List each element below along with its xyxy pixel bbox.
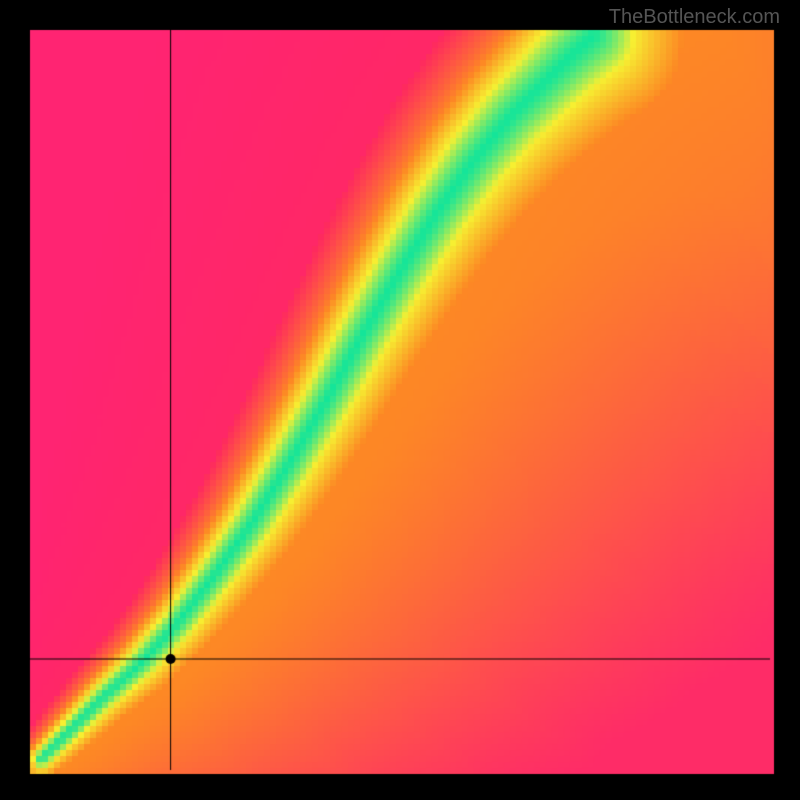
bottleneck-heatmap	[0, 0, 800, 800]
chart-container: TheBottleneck.com	[0, 0, 800, 800]
watermark-label: TheBottleneck.com	[609, 6, 780, 29]
